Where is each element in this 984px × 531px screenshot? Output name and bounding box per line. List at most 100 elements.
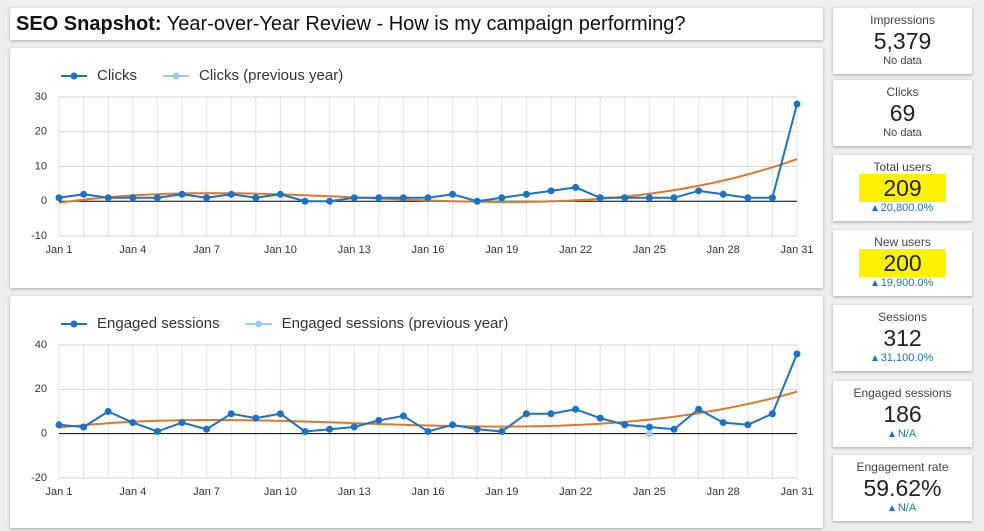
data-point bbox=[547, 410, 555, 418]
header-title: Year-over-Year Review - How is my campai… bbox=[166, 13, 686, 35]
scorecard-change-text: 31,100.0% bbox=[880, 352, 934, 364]
scorecard-label: Clicks bbox=[886, 85, 919, 99]
data-point bbox=[719, 419, 727, 427]
data-point bbox=[178, 190, 186, 198]
x-tick-label: Jan 25 bbox=[633, 486, 666, 498]
data-point bbox=[227, 190, 235, 198]
scorecard-value: 69 bbox=[889, 100, 916, 126]
scorecard-value: 186 bbox=[883, 401, 922, 427]
legend-label: Engaged sessions (previous year) bbox=[282, 315, 509, 332]
x-tick-label: Jan 4 bbox=[119, 244, 146, 256]
scorecard-value: 312 bbox=[883, 325, 922, 351]
chart: -10 0 10 20 30 Jan 1 Jan 4 Jan 7 Jan 10 Jan 13 Jan… bbox=[10, 48, 823, 288]
chart: -20 0 20 40 Jan 1 Jan 4 Jan 7 Jan 10 Jan 13 Jan 1… bbox=[10, 296, 823, 528]
data-point bbox=[399, 194, 407, 202]
legend-dot bbox=[70, 72, 78, 80]
data-point bbox=[129, 419, 137, 427]
data-point bbox=[793, 350, 801, 358]
data-point bbox=[129, 194, 137, 202]
x-tick-label: Jan 4 bbox=[119, 486, 146, 498]
data-point bbox=[301, 427, 309, 435]
data-point bbox=[645, 423, 653, 431]
scorecard-value-row: 209 bbox=[833, 174, 972, 202]
data-point bbox=[793, 100, 801, 108]
scorecard-label: Total users bbox=[873, 160, 932, 174]
data-point bbox=[80, 423, 88, 431]
x-tick-label: Jan 1 bbox=[46, 486, 73, 498]
data-point bbox=[522, 190, 530, 198]
trend-arrow bbox=[888, 431, 895, 437]
x-tick-label: Jan 16 bbox=[411, 486, 444, 498]
y-tick-label: 20 bbox=[35, 126, 47, 138]
data-point bbox=[498, 194, 506, 202]
scorecard-value-row: 186 bbox=[833, 400, 972, 428]
y-tick-label: 30 bbox=[35, 91, 47, 103]
data-point bbox=[473, 197, 481, 205]
x-tick-label: Jan 16 bbox=[411, 244, 444, 256]
x-tick-label: Jan 31 bbox=[780, 244, 813, 256]
x-tick-label: Jan 19 bbox=[485, 244, 518, 256]
data-point bbox=[596, 194, 604, 202]
data-point bbox=[695, 405, 703, 413]
scorecard-change: 19,900.0% bbox=[833, 277, 972, 289]
data-point bbox=[645, 430, 653, 438]
x-tick-label: Jan 1 bbox=[46, 244, 73, 256]
x-tick-label: Jan 10 bbox=[264, 244, 297, 256]
scorecard-change: No data bbox=[833, 127, 972, 139]
data-point bbox=[768, 410, 776, 418]
scorecard-label: New users bbox=[874, 235, 931, 249]
data-point bbox=[596, 414, 604, 422]
scorecard-change: N/A bbox=[833, 428, 972, 440]
scorecard-label: Sessions bbox=[878, 310, 927, 324]
scorecard-value: 59.62% bbox=[863, 475, 942, 501]
trend-arrow bbox=[871, 280, 878, 286]
scorecard-value-row: 59.62% bbox=[833, 474, 972, 502]
header: SEO Snapshot: Year-over-Year Review - Ho… bbox=[10, 8, 823, 40]
data-point bbox=[670, 194, 678, 202]
x-tick-label: Jan 10 bbox=[264, 486, 297, 498]
scorecard-change-text: 19,900.0% bbox=[880, 277, 934, 289]
x-tick-label: Jan 13 bbox=[338, 244, 371, 256]
x-tick-label: Jan 28 bbox=[707, 486, 740, 498]
scorecard-value-row: 69 bbox=[833, 99, 972, 127]
y-tick-label: 0 bbox=[41, 195, 47, 207]
data-point bbox=[104, 194, 112, 202]
data-point bbox=[768, 194, 776, 202]
x-tick-label: Jan 28 bbox=[707, 244, 740, 256]
scorecard-change-text: 20,800.0% bbox=[880, 202, 934, 214]
data-point bbox=[744, 194, 752, 202]
scorecard-change: 20,800.0% bbox=[833, 202, 972, 214]
y-tick-label: 40 bbox=[35, 339, 47, 351]
data-point bbox=[350, 423, 358, 431]
data-point bbox=[276, 410, 284, 418]
data-point bbox=[670, 425, 678, 433]
scorecard-label: Engagement rate bbox=[856, 460, 949, 474]
data-point bbox=[80, 190, 88, 198]
data-point bbox=[203, 194, 211, 202]
scorecard-change-text: No data bbox=[883, 127, 922, 139]
scorecard-value-row: 312 bbox=[833, 324, 972, 352]
y-tick-label: 20 bbox=[35, 383, 47, 395]
data-point bbox=[473, 425, 481, 433]
scorecard-value: 200 bbox=[859, 249, 946, 277]
scorecard-label: Engaged sessions bbox=[853, 386, 952, 400]
data-point bbox=[449, 190, 457, 198]
data-point bbox=[252, 194, 260, 202]
data-point bbox=[203, 425, 211, 433]
trend-arrow bbox=[888, 505, 895, 511]
trend-arrow bbox=[871, 205, 878, 211]
legend-dot bbox=[172, 72, 180, 80]
data-point bbox=[719, 190, 727, 198]
trend-arrow bbox=[871, 355, 878, 361]
legend-label: Clicks (previous year) bbox=[199, 67, 343, 84]
scorecard-value: 209 bbox=[859, 174, 946, 202]
data-point bbox=[252, 414, 260, 422]
x-tick-label: Jan 22 bbox=[559, 244, 592, 256]
data-point bbox=[522, 410, 530, 418]
scorecard-change: No data bbox=[833, 55, 972, 67]
data-point bbox=[449, 421, 457, 429]
data-point bbox=[621, 421, 629, 429]
legend-dot bbox=[255, 320, 263, 328]
x-tick-label: Jan 25 bbox=[633, 244, 666, 256]
